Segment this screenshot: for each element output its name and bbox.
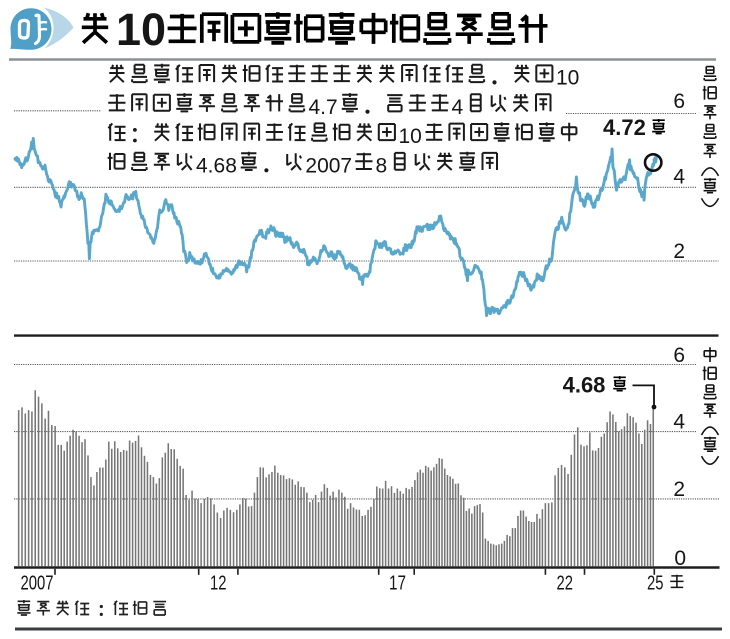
svg-text:4: 4: [673, 166, 685, 189]
svg-text:4.7: 4.7: [309, 96, 338, 119]
svg-text:4.68: 4.68: [563, 372, 606, 397]
svg-text:6: 6: [673, 90, 685, 113]
svg-text:0: 0: [674, 547, 686, 570]
svg-text:8: 8: [376, 154, 388, 177]
svg-text:25: 25: [647, 573, 664, 595]
svg-text:10: 10: [399, 125, 422, 148]
svg-text:17: 17: [389, 573, 406, 595]
svg-text:22: 22: [557, 573, 574, 595]
svg-text:4.72: 4.72: [603, 115, 646, 140]
svg-text:2: 2: [673, 240, 685, 263]
svg-text:2: 2: [673, 478, 685, 501]
svg-text:6: 6: [673, 344, 685, 367]
svg-text:12: 12: [210, 573, 227, 595]
svg-text:10: 10: [556, 67, 579, 90]
svg-text:4: 4: [452, 96, 464, 119]
svg-text:4.68: 4.68: [196, 154, 237, 177]
svg-text:4: 4: [673, 411, 685, 434]
svg-text:2007: 2007: [21, 573, 54, 595]
svg-text:10: 10: [116, 4, 166, 55]
svg-text:2007: 2007: [305, 154, 352, 177]
